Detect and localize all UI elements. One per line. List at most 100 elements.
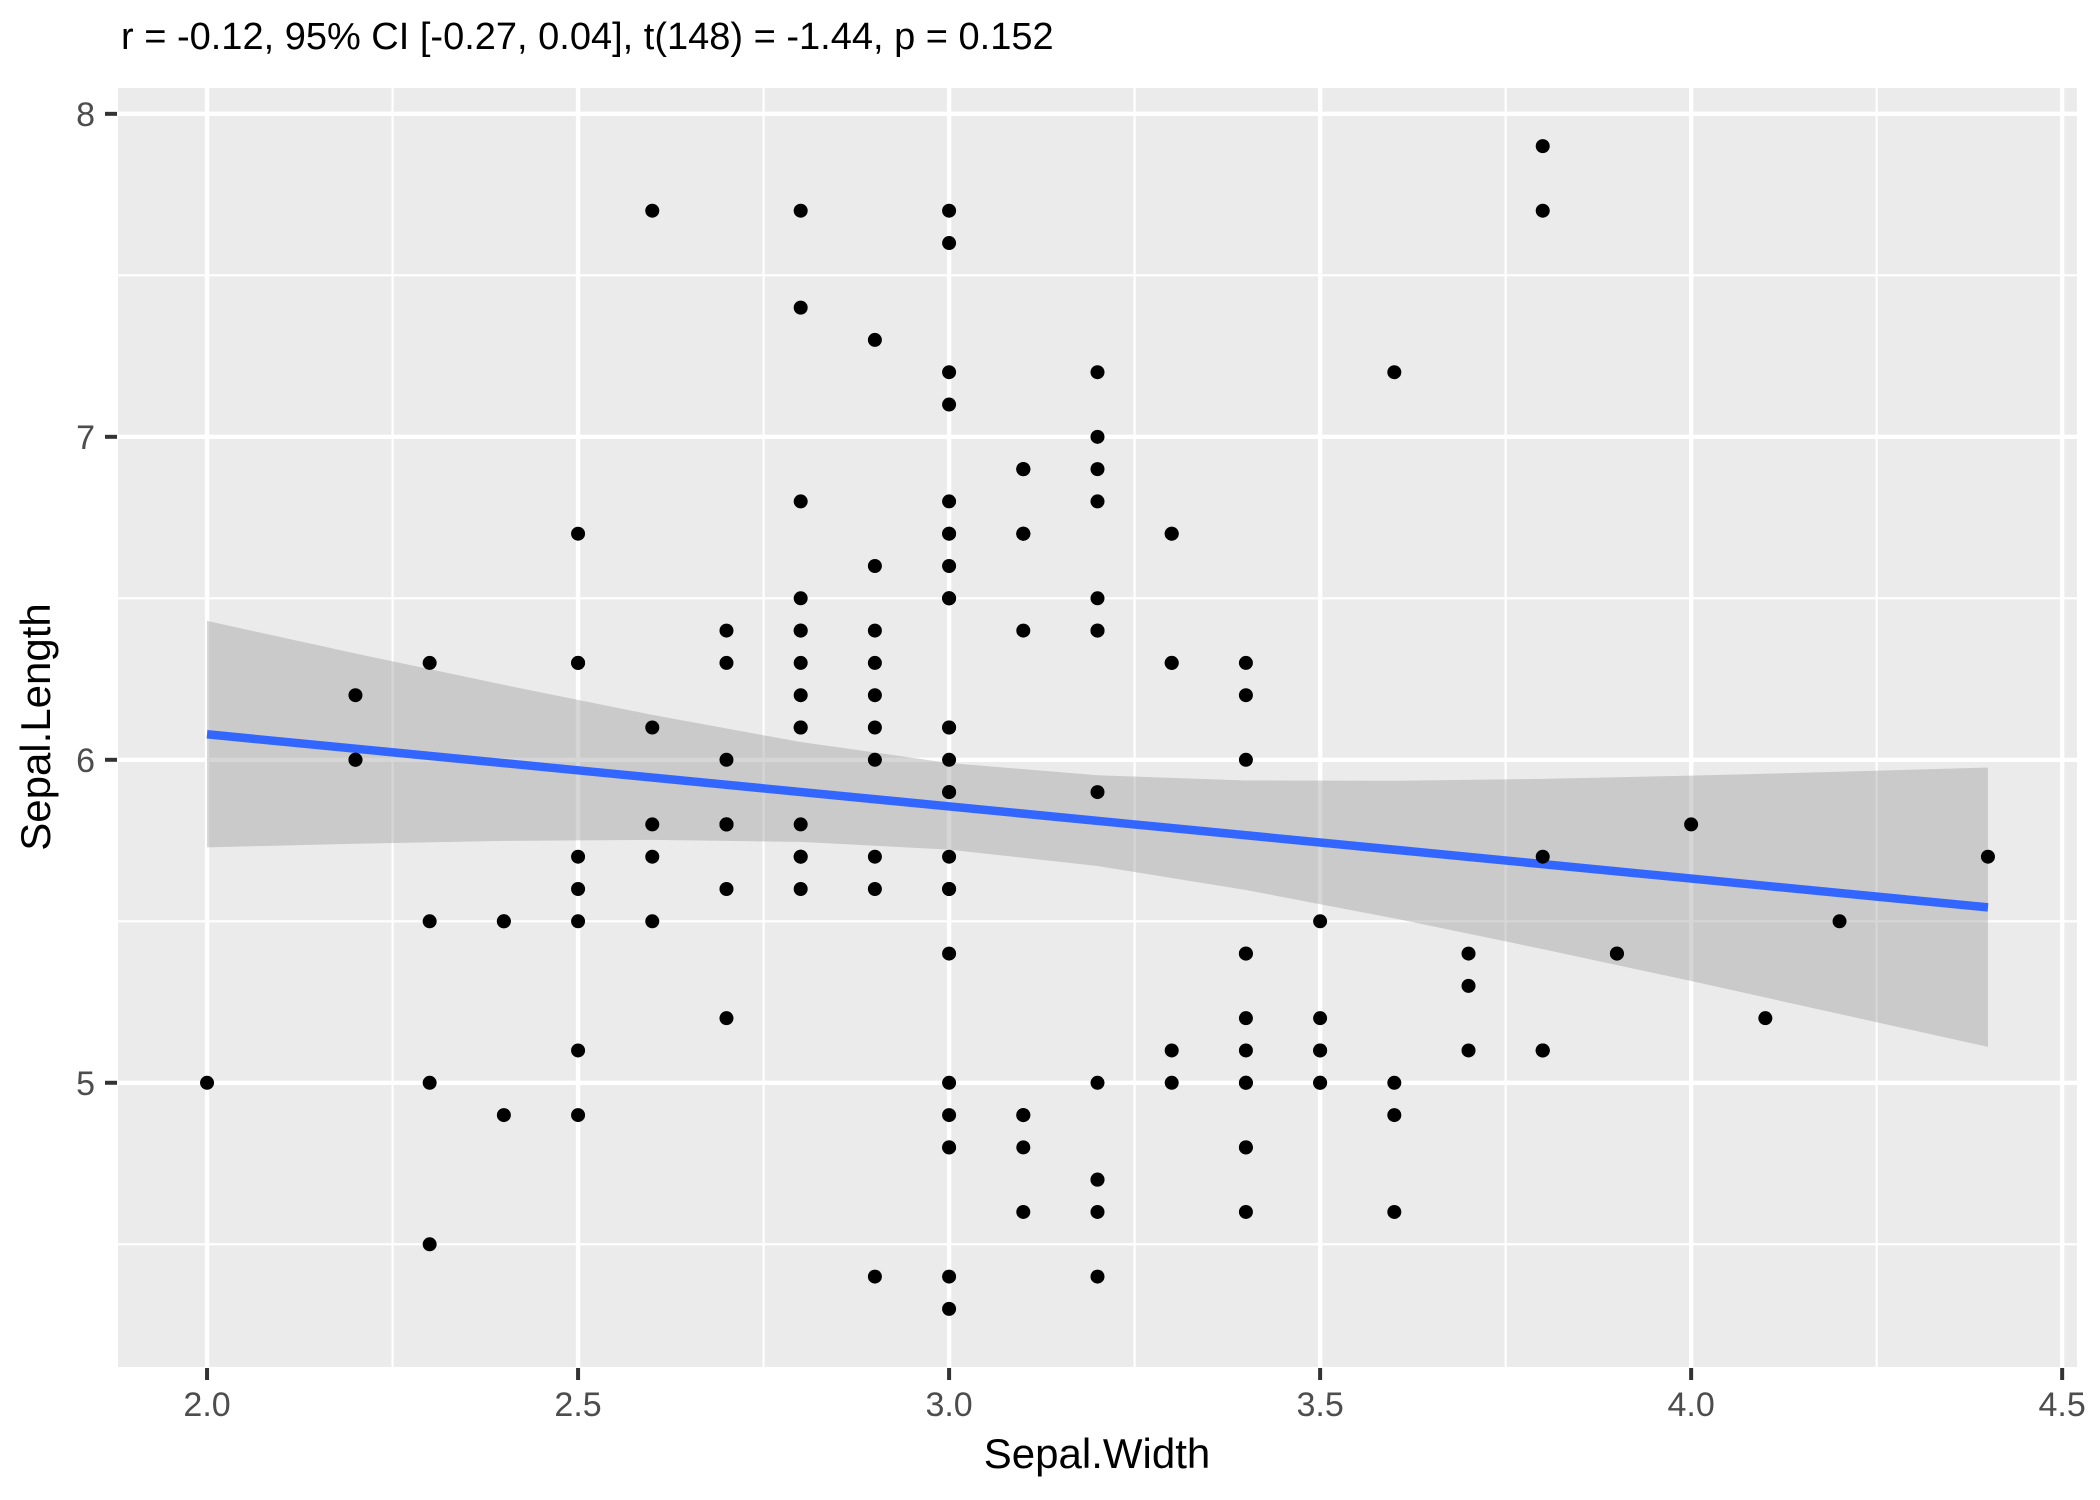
data-point <box>645 203 660 218</box>
data-point <box>645 849 660 864</box>
data-point <box>1238 1043 1253 1058</box>
data-point <box>1313 914 1328 929</box>
data-point <box>1016 623 1031 638</box>
y-tick-label: 8 <box>76 96 95 134</box>
data-point <box>348 752 363 767</box>
data-point <box>1090 1172 1105 1187</box>
x-tick-label: 3.0 <box>925 1386 972 1424</box>
data-point <box>1832 914 1847 929</box>
data-point <box>942 397 957 412</box>
data-point <box>1387 1075 1402 1090</box>
data-point <box>793 203 808 218</box>
data-point <box>422 914 437 929</box>
data-point <box>942 752 957 767</box>
data-point <box>1387 1204 1402 1219</box>
data-point <box>793 591 808 606</box>
data-point <box>496 1108 511 1123</box>
data-point <box>1164 1043 1179 1058</box>
data-point <box>1535 849 1550 864</box>
data-point <box>719 1011 734 1026</box>
data-point <box>1980 849 1995 864</box>
data-point <box>867 720 882 735</box>
data-point <box>1090 623 1105 638</box>
data-point <box>793 300 808 315</box>
data-point <box>1535 139 1550 154</box>
data-point <box>1609 946 1624 961</box>
data-point <box>942 881 957 896</box>
data-point <box>942 203 957 218</box>
data-point <box>942 1075 957 1090</box>
data-point <box>1684 817 1699 832</box>
x-axis-title: Sepal.Width <box>983 1430 1211 1477</box>
data-point <box>719 623 734 638</box>
data-point <box>571 914 586 929</box>
y-tick-label: 5 <box>76 1065 95 1103</box>
y-axis-title: Sepal.Length <box>12 603 59 851</box>
x-tick-label: 4.5 <box>2039 1386 2086 1424</box>
data-point <box>942 946 957 961</box>
data-point <box>348 688 363 703</box>
data-point <box>1090 1075 1105 1090</box>
data-point <box>645 914 660 929</box>
data-point <box>1090 591 1105 606</box>
data-point <box>496 914 511 929</box>
data-point <box>942 1301 957 1316</box>
data-point <box>422 1075 437 1090</box>
data-point <box>793 623 808 638</box>
data-point <box>942 849 957 864</box>
data-point <box>1238 946 1253 961</box>
y-tick-label: 6 <box>76 742 95 780</box>
plot-title: r = -0.12, 95% CI [-0.27, 0.04], t(148) … <box>121 16 1054 58</box>
data-point <box>793 655 808 670</box>
data-point <box>867 623 882 638</box>
x-tick-label: 4.0 <box>1668 1386 1715 1424</box>
data-point <box>1016 1108 1031 1123</box>
data-point <box>1535 1043 1550 1058</box>
data-point <box>793 881 808 896</box>
data-point <box>1313 1011 1328 1026</box>
data-point <box>1238 1011 1253 1026</box>
data-point <box>1535 203 1550 218</box>
data-point <box>942 591 957 606</box>
data-point <box>867 881 882 896</box>
data-point <box>793 720 808 735</box>
data-point <box>867 1269 882 1284</box>
data-point <box>645 720 660 735</box>
data-point <box>422 655 437 670</box>
data-point <box>1461 946 1476 961</box>
data-point <box>1461 1043 1476 1058</box>
data-point <box>200 1075 215 1090</box>
data-point <box>1313 1043 1328 1058</box>
data-point <box>1090 429 1105 444</box>
data-point <box>645 817 660 832</box>
data-point <box>571 655 586 670</box>
data-point <box>1238 1204 1253 1219</box>
data-point <box>1238 1075 1253 1090</box>
data-point <box>1313 1075 1328 1090</box>
data-point <box>942 236 957 251</box>
data-point <box>1238 688 1253 703</box>
data-point <box>571 1108 586 1123</box>
data-point <box>719 817 734 832</box>
data-point <box>942 1108 957 1123</box>
data-point <box>867 752 882 767</box>
data-point <box>1016 462 1031 477</box>
x-tick-label: 2.0 <box>183 1386 230 1424</box>
data-point <box>1016 526 1031 541</box>
data-point <box>1090 785 1105 800</box>
data-point <box>1090 365 1105 380</box>
data-point <box>942 494 957 509</box>
data-point <box>793 849 808 864</box>
data-point <box>942 559 957 574</box>
data-point <box>1090 494 1105 509</box>
data-point <box>1461 978 1476 993</box>
x-tick-label: 3.5 <box>1296 1386 1343 1424</box>
data-point <box>1090 1269 1105 1284</box>
regression-line <box>206 730 1989 912</box>
data-point <box>942 1140 957 1155</box>
data-point <box>942 365 957 380</box>
data-point <box>571 526 586 541</box>
data-point <box>942 526 957 541</box>
